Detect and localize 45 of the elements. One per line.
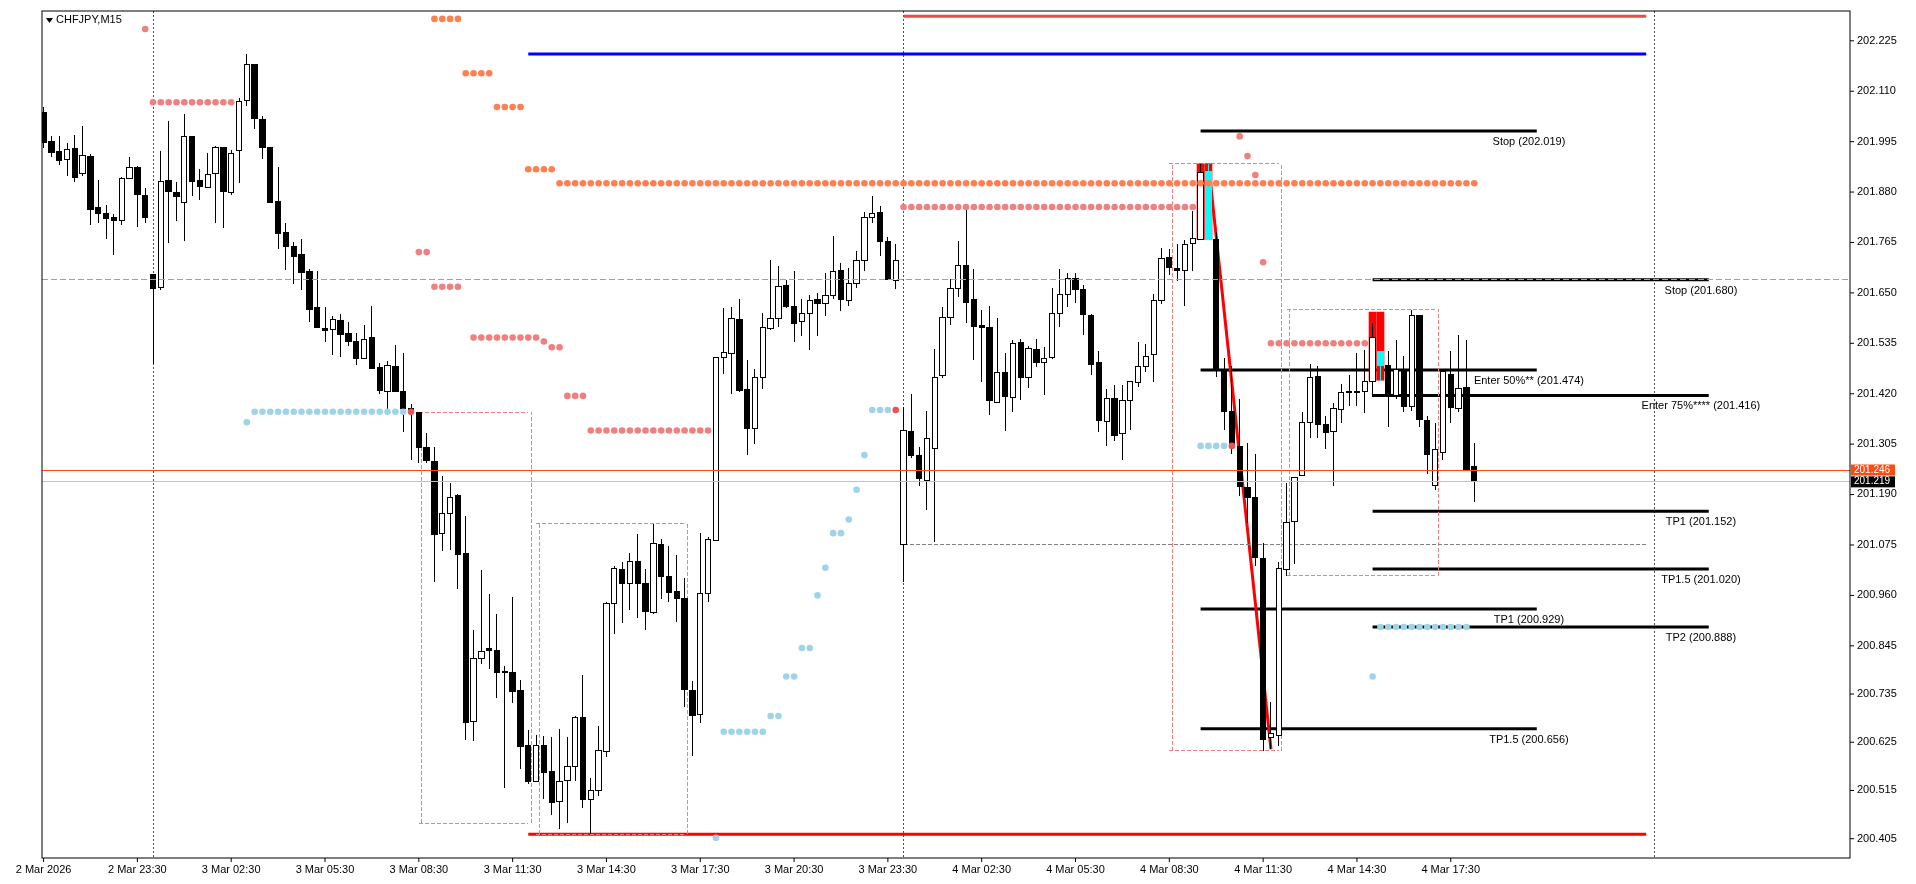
- annotation: TP1.5 (201.020): [1661, 573, 1741, 586]
- x-tick-label: 2 Mar 23:30: [108, 863, 167, 875]
- x-tick-label: 3 Mar 17:30: [670, 863, 730, 875]
- ref-line-label: 201.219: [1854, 475, 1891, 487]
- annotation: TP2 (200.888): [1665, 630, 1737, 643]
- y-tick-label: 202.110: [1857, 84, 1896, 97]
- y-tick-label: 201.420: [1857, 386, 1897, 399]
- x-tick-label: 3 Mar 11:30: [483, 863, 542, 875]
- y-tick-label: 200.515: [1857, 783, 1897, 796]
- x-tick-label: 4 Mar 05:30: [1046, 863, 1105, 875]
- x-tick-label: 3 Mar 08:30: [389, 863, 449, 875]
- x-tick-label: 4 Mar 02:30: [952, 863, 1012, 875]
- x-tick-label: 3 Mar 23:30: [858, 863, 918, 875]
- y-tick-label: 201.880: [1857, 184, 1897, 197]
- y-tick-label: 200.960: [1857, 588, 1897, 601]
- y-tick-label: 201.075: [1857, 537, 1897, 550]
- x-tick-label: 4 Mar 11:30: [1234, 863, 1293, 875]
- x-tick-label: 3 Mar 02:30: [201, 863, 261, 875]
- annotation: Enter 50%** (201.474): [1473, 374, 1584, 387]
- x-tick-label: 4 Mar 08:30: [1139, 863, 1199, 875]
- x-tick-label: 4 Mar 17:30: [1421, 863, 1481, 875]
- annotation: TP1 (200.929): [1493, 612, 1565, 625]
- annotation: Stop (202.019): [1492, 135, 1566, 148]
- y-tick-label: 200.405: [1857, 831, 1897, 844]
- x-tick-label: 3 Mar 05:30: [295, 863, 355, 875]
- annotation: Enter 75%**** (201.416): [1641, 399, 1761, 412]
- y-tick-label: 201.190: [1857, 487, 1897, 500]
- y-tick-label: 202.225: [1857, 33, 1897, 46]
- annotation: TP1.5 (200.656): [1489, 732, 1569, 745]
- y-tick-label: 200.845: [1857, 638, 1897, 651]
- x-tick-label: 3 Mar 14:30: [577, 863, 636, 875]
- x-tick-label: 4 Mar 14:30: [1327, 863, 1387, 875]
- x-tick-label: 2 Mar 2026: [15, 863, 72, 875]
- y-tick-label: 201.650: [1857, 285, 1897, 298]
- ref-line-label: 201.246: [1854, 463, 1891, 475]
- y-tick-label: 200.625: [1857, 735, 1897, 748]
- y-tick-label: 201.995: [1857, 134, 1897, 147]
- y-tick-label: 201.535: [1857, 336, 1897, 349]
- annotation: Stop (201.680): [1664, 283, 1738, 296]
- y-tick-label: 201.305: [1857, 437, 1897, 450]
- y-tick-label: 201.765: [1857, 235, 1897, 248]
- x-tick-label: 3 Mar 20:30: [764, 863, 824, 875]
- annotation: TP1 (201.152): [1665, 515, 1737, 528]
- y-tick-label: 200.735: [1857, 686, 1897, 699]
- chart-title: CHFJPY,M15: [56, 13, 122, 25]
